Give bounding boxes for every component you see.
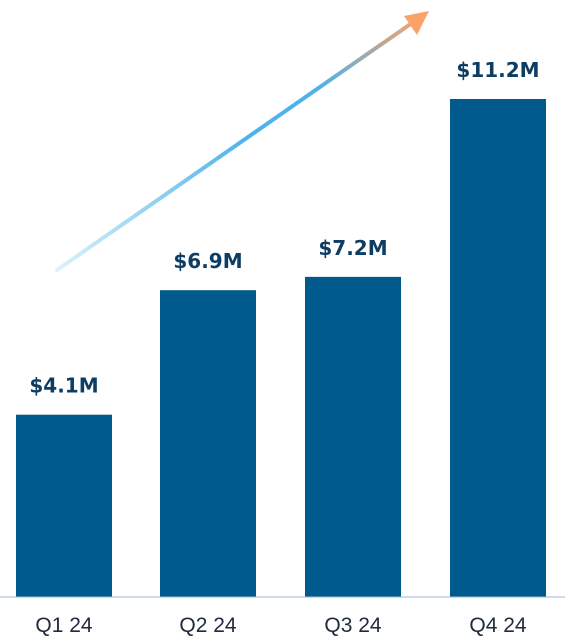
bars-group: [16, 99, 546, 597]
trend-arrow-head: [404, 11, 429, 35]
bar-value-label: $11.2M: [456, 58, 539, 82]
x-tick-label: Q4 24: [469, 614, 527, 637]
trend-arrow: [55, 11, 429, 272]
x-tick-label: Q1 24: [35, 614, 93, 637]
x-axis-tick-labels: Q1 24 Q2 24 Q3 24 Q4 24: [35, 614, 527, 637]
bar-q2-24: [160, 290, 256, 597]
x-tick-label: Q2 24: [179, 614, 237, 637]
bar-value-label: $4.1M: [29, 374, 98, 398]
bar-q3-24: [305, 276, 401, 597]
data-labels-group: $4.1M $6.9M $7.2M $11.2M: [29, 58, 539, 398]
bar-q1-24: [16, 414, 112, 597]
x-tick-label: Q3 24: [324, 614, 382, 637]
bar-value-label: $6.9M: [173, 249, 242, 273]
bar-value-label: $7.2M: [318, 236, 387, 260]
trend-arrow-line: [55, 21, 414, 272]
bar-q4-24: [450, 99, 546, 597]
